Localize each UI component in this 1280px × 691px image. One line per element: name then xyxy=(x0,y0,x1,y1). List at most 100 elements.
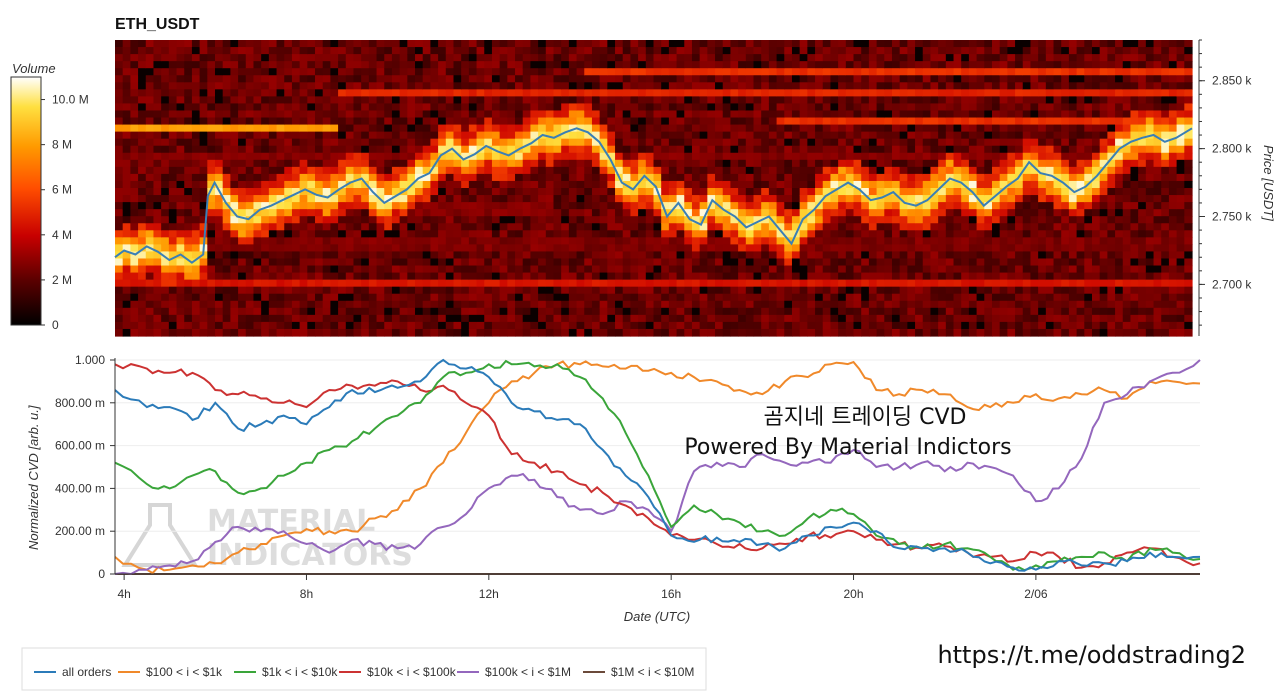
heatmap-cell xyxy=(453,166,462,175)
heatmap-cell xyxy=(807,61,816,69)
heatmap-cell xyxy=(245,209,255,217)
heatmap-cell xyxy=(984,244,993,253)
heatmap-cell xyxy=(161,230,170,238)
heatmap-cell xyxy=(699,202,708,210)
heatmap-cell xyxy=(445,258,455,267)
heatmap-cell xyxy=(791,258,801,267)
heatmap-cell xyxy=(784,138,793,147)
heatmap-cell xyxy=(530,117,539,126)
heatmap-cell xyxy=(776,124,785,133)
heatmap-cell xyxy=(730,237,739,245)
heatmap-cell xyxy=(984,131,993,140)
heatmap-cell xyxy=(645,54,655,62)
heatmap-cell xyxy=(861,180,870,189)
heatmap-cell xyxy=(261,152,270,161)
heatmap-cell xyxy=(791,47,801,55)
heatmap-cell xyxy=(307,216,316,224)
heatmap-cell xyxy=(807,68,816,76)
heatmap-cell xyxy=(661,47,670,55)
heatmap-cell xyxy=(799,180,808,189)
heatmap-cell xyxy=(638,61,647,69)
heatmap-cell xyxy=(884,188,893,196)
heatmap-cell xyxy=(199,300,208,309)
heatmap-cell xyxy=(953,202,962,210)
heatmap-cell xyxy=(968,159,978,168)
heatmap-cell xyxy=(584,202,593,210)
heatmap-cell xyxy=(507,117,516,126)
heatmap-cell xyxy=(653,75,662,83)
heatmap-cell xyxy=(338,300,347,309)
heatmap-cell xyxy=(415,82,424,90)
heatmap-cell xyxy=(961,188,970,196)
heatmap-cell xyxy=(507,188,516,196)
heatmap-cell xyxy=(376,180,385,189)
heatmap-cell xyxy=(984,89,993,97)
heatmap-cell xyxy=(276,40,285,48)
heatmap-cell xyxy=(653,328,662,337)
heatmap-cell xyxy=(738,202,747,210)
heatmap-cell xyxy=(807,293,816,302)
heatmap-cell xyxy=(515,152,524,161)
heatmap-cell xyxy=(215,265,224,274)
heatmap-cell xyxy=(361,75,370,83)
heatmap-cell xyxy=(615,89,624,97)
heatmap-cell xyxy=(930,216,939,224)
heatmap-cell xyxy=(445,180,455,189)
heatmap-cell xyxy=(815,195,824,203)
heatmap-cell xyxy=(868,223,878,231)
heatmap-cell xyxy=(207,89,216,97)
heatmap-cell xyxy=(999,173,1008,182)
heatmap-cell xyxy=(115,180,124,189)
heatmap-cell xyxy=(291,159,301,168)
heatmap-cell xyxy=(915,61,924,69)
heatmap-cell xyxy=(645,159,655,168)
heatmap-cell xyxy=(661,131,670,140)
heatmap-cell xyxy=(615,68,624,76)
heatmap-cell xyxy=(476,89,485,97)
heatmap-cell xyxy=(391,103,401,112)
heatmap-cell xyxy=(568,209,578,217)
heatmap-cell xyxy=(630,216,639,224)
heatmap-cell xyxy=(261,293,270,302)
heatmap-cell xyxy=(591,166,601,175)
heatmap-cell xyxy=(276,314,285,323)
heatmap-cell xyxy=(199,54,208,62)
heatmap-cell xyxy=(715,307,724,316)
heatmap-cell xyxy=(676,328,685,337)
heatmap-cell xyxy=(815,89,824,97)
heatmap-cell xyxy=(545,251,555,260)
heatmap-cell xyxy=(638,237,647,245)
heatmap-cell xyxy=(984,328,993,337)
heatmap-cell xyxy=(968,258,978,267)
heatmap-cell xyxy=(430,230,439,238)
heatmap-cell xyxy=(599,152,608,161)
heatmap-cell xyxy=(922,314,932,323)
heatmap-cell xyxy=(961,230,970,238)
heatmap-cell xyxy=(161,75,170,83)
heatmap-cell xyxy=(391,188,401,196)
heatmap-cell xyxy=(115,173,124,182)
heatmap-cell xyxy=(576,47,585,55)
heatmap-cell xyxy=(630,40,639,48)
heatmap-cell xyxy=(830,138,839,147)
heatmap-cell xyxy=(630,166,639,175)
heatmap-cell xyxy=(1015,145,1024,154)
heatmap-cell xyxy=(430,96,439,105)
heatmap-cell xyxy=(191,54,201,62)
heatmap-cell xyxy=(638,279,647,288)
heatmap-cell xyxy=(222,173,231,182)
heatmap-cell xyxy=(961,166,970,175)
heatmap-cell xyxy=(538,40,547,48)
heatmap-cell xyxy=(661,145,670,154)
heatmap-cell xyxy=(722,138,732,147)
heatmap-cell xyxy=(138,321,147,330)
heatmap-cell xyxy=(345,244,355,253)
heatmap-cell xyxy=(999,159,1008,168)
heatmap-cell xyxy=(984,293,993,302)
heatmap-cell xyxy=(953,110,962,119)
heatmap-cell xyxy=(445,117,455,126)
heatmap-cell xyxy=(391,279,401,288)
heatmap-cell xyxy=(930,152,939,161)
heatmap-cell xyxy=(938,89,947,97)
heatmap-cell xyxy=(607,68,616,76)
